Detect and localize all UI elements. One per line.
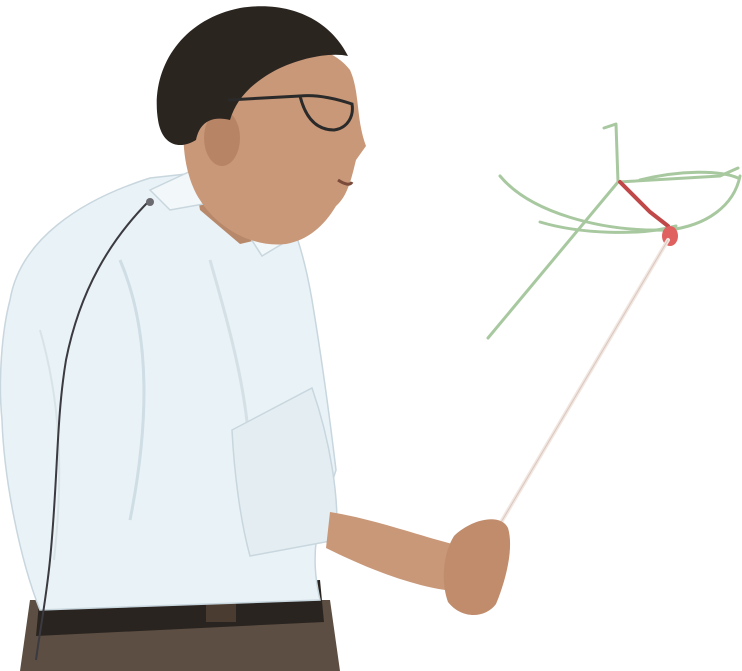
- dome-arc-inner: [538, 220, 678, 234]
- x-axis: [616, 166, 740, 184]
- lecturer: [0, 6, 511, 671]
- hand: [443, 519, 511, 615]
- highlight-segment: [618, 180, 670, 228]
- forearm: [326, 512, 476, 593]
- diagonal-axis: [486, 180, 620, 340]
- mouth: [337, 178, 354, 186]
- microphone-cable: [35, 199, 151, 661]
- x-axis-arc: [638, 170, 740, 182]
- lapel-microphone: [146, 198, 154, 206]
- eyeglasses: [227, 94, 354, 132]
- hair: [156, 6, 348, 146]
- ear: [204, 110, 240, 166]
- highlight-mark: [618, 180, 678, 246]
- vertical-axis: [602, 122, 620, 184]
- axes-sketch: [486, 122, 742, 340]
